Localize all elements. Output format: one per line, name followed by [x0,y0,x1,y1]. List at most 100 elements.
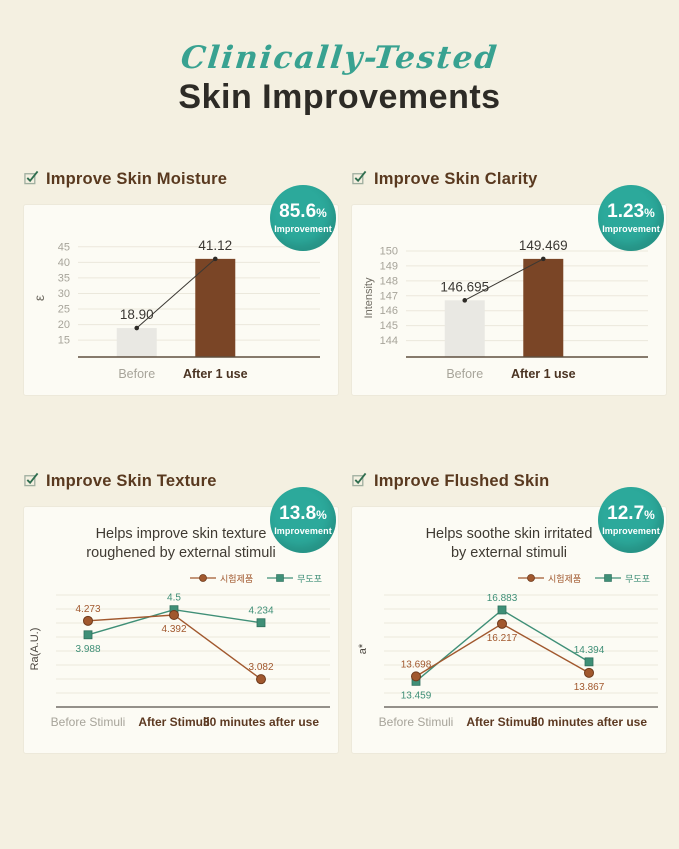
svg-text:25: 25 [58,304,70,316]
svg-text:3.082: 3.082 [248,662,273,673]
svg-text:After 1 use: After 1 use [511,367,576,381]
svg-text:3.988: 3.988 [75,644,100,655]
legend-label: 시험제품 [220,573,254,584]
panel-heading: Improve Skin Moisture [24,169,338,189]
flushed-line-chart: a* 13.459 16.883 14.394 13.698 16.217 13.867 Be… [352,585,666,733]
svg-text:16.883: 16.883 [487,593,518,604]
panel-title: Improve Skin Clarity [374,169,538,188]
panel-heading: Improve Flushed Skin [352,471,666,491]
badge-value: 1.23 [607,201,645,222]
legend-label: 시험제품 [548,573,582,584]
legend-item: 시험제품 [518,572,581,585]
legend-item: 무도포 [267,572,322,585]
badge-label: Improvement [602,224,660,234]
svg-text:41.12: 41.12 [198,238,232,253]
svg-text:4.273: 4.273 [75,604,100,615]
top-row: Improve Skin Moisture 85.6% Improvement … [24,169,666,395]
svg-text:13.698: 13.698 [401,660,432,671]
svg-text:149.469: 149.469 [519,238,568,253]
svg-text:148: 148 [380,275,398,287]
chart-legend: 시험제품 무도포 [24,571,338,585]
legend-item: 시험제품 [190,572,253,585]
svg-text:147: 147 [380,290,398,302]
panel-heading: Improve Skin Clarity [352,169,666,189]
svg-text:Ra(A.U.): Ra(A.U.) [29,628,41,671]
clarity-bar-chart: 150 149 148 147 146 145 144 Intensity 146.695 149… [352,205,666,395]
svg-text:150: 150 [380,245,398,257]
svg-text:144: 144 [380,335,398,347]
svg-text:15: 15 [58,335,70,347]
improvement-badge: 1.23% Improvement [598,185,664,251]
svg-text:Before Stimuli: Before Stimuli [51,715,126,729]
svg-text:30 minutes after use: 30 minutes after use [531,715,647,729]
improvement-badge: 85.6% Improvement [270,185,336,251]
badge-value: 85.6 [279,201,317,222]
svg-text:Intensity: Intensity [363,277,375,318]
legend-label: 무도포 [625,573,650,584]
panel-skin-clarity: Improve Skin Clarity 1.23% Improvement 1… [352,169,666,395]
svg-text:13.867: 13.867 [574,682,605,693]
improvement-badge: 12.7% Improvement [598,487,664,553]
svg-text:35: 35 [58,272,70,284]
chart-legend: 시험제품 무도포 [352,571,666,585]
chart-title-line2: by external stimuli [450,545,568,562]
legend-item: 무도포 [595,572,650,585]
svg-text:145: 145 [380,320,398,332]
badge-label: Improvement [602,526,660,536]
panel-skin-texture: Improve Skin Texture 13.8% Improvement H… [24,471,338,753]
svg-text:40: 40 [58,257,70,269]
badge-value: 12.7 [607,503,645,524]
svg-text:4.392: 4.392 [161,624,186,635]
badge-value: 13.8 [279,503,317,524]
svg-text:16.217: 16.217 [487,633,518,644]
legend-label: 무도포 [297,573,322,584]
svg-text:Before: Before [118,367,155,381]
svg-text:Before Stimuli: Before Stimuli [379,715,454,729]
clarity-chart-card: 150 149 148 147 146 145 144 Intensity 146.695 149… [352,205,666,395]
svg-text:13.459: 13.459 [401,691,432,702]
script-title: Clinically-Tested [178,40,501,76]
svg-text:Before: Before [446,367,483,381]
checkbox-icon [352,170,367,185]
checkbox-icon [24,170,39,185]
panel-title: Improve Skin Moisture [46,169,228,188]
badge-label: Improvement [274,224,332,234]
svg-text:14.394: 14.394 [574,645,605,656]
svg-text:4.5: 4.5 [167,593,181,604]
chart-title-line2: roughened by external stimuli [86,545,276,562]
badge-percent-sign: % [644,206,655,220]
texture-line-chart: Ra(A.U.) 3.988 4.5 4.234 4.273 4.392 3.082 Befo… [24,585,338,733]
page-header: Clinically-Tested Skin Improvements [24,0,655,117]
svg-text:20: 20 [58,319,70,331]
bottom-row: Improve Skin Texture 13.8% Improvement H… [24,471,666,753]
badge-percent-sign: % [644,508,655,522]
page-title: Skin Improvements [178,78,501,116]
badge-percent-sign: % [316,206,327,220]
panel-skin-moisture: Improve Skin Moisture 85.6% Improvement … [24,169,338,395]
svg-text:After Stimuli: After Stimuli [466,715,537,729]
panel-title: Improve Flushed Skin [374,471,550,490]
svg-text:45: 45 [58,241,70,253]
chart-title-line1: Helps improve skin texture [95,526,267,542]
badge-percent-sign: % [316,508,327,522]
svg-text:30: 30 [58,288,70,300]
svg-text:146: 146 [380,305,398,317]
improvement-badge: 13.8% Improvement [270,487,336,553]
svg-text:30 minutes after use: 30 minutes after use [203,715,319,729]
svg-text:After 1 use: After 1 use [183,367,248,381]
checkbox-icon [24,472,39,487]
panel-heading: Improve Skin Texture [24,471,338,491]
badge-label: Improvement [274,526,332,536]
svg-text:18.90: 18.90 [120,307,154,322]
svg-text:149: 149 [380,260,398,272]
svg-text:4.234: 4.234 [248,606,273,617]
chart-title-line1: Helps soothe skin irritated [425,526,593,542]
panel-title: Improve Skin Texture [46,471,217,490]
svg-text:ε: ε [31,295,47,301]
svg-text:a*: a* [357,643,369,654]
panel-flushed-skin: Improve Flushed Skin 12.7% Improvement H… [352,471,666,753]
svg-text:146.695: 146.695 [440,279,489,294]
chart-title: Helps improve skin texture roughened by … [24,525,338,563]
svg-text:After Stimuli: After Stimuli [138,715,209,729]
